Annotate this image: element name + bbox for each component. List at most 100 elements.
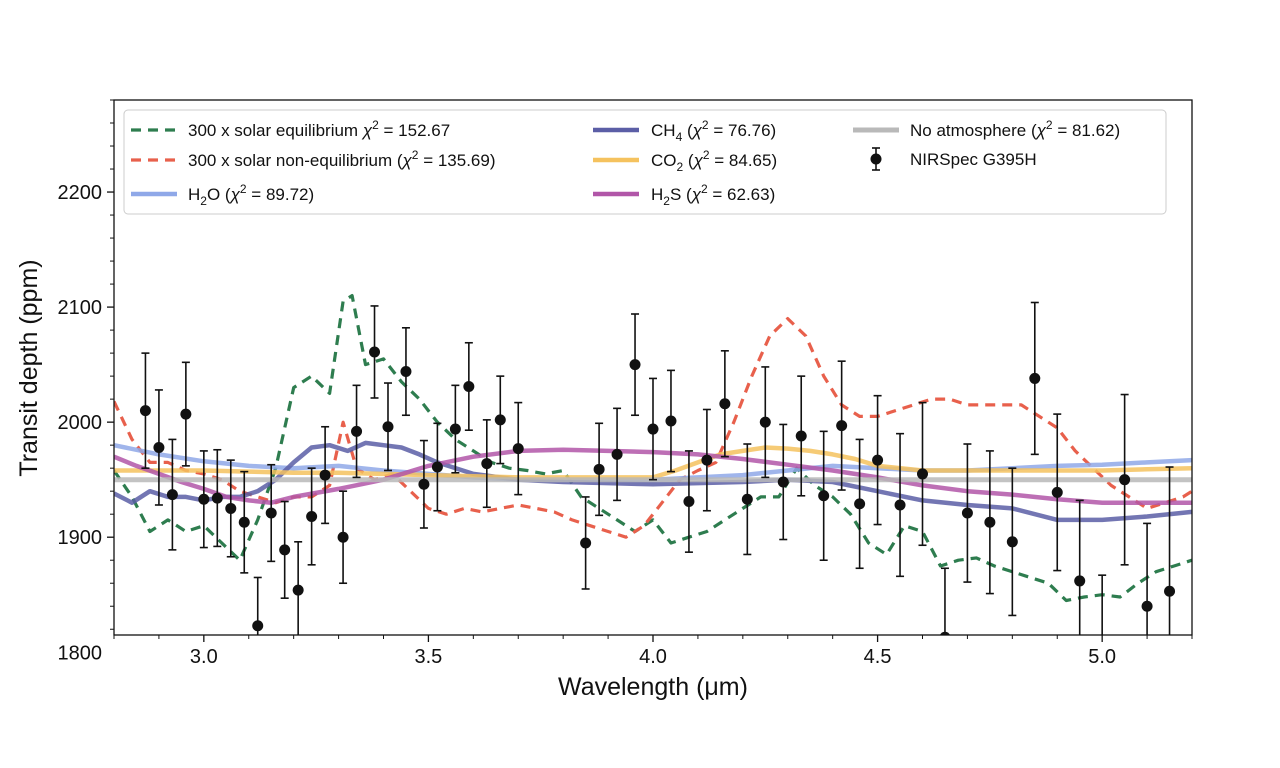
legend-label-no-atmosphere: No atmosphere (χ2 = 81.62) — [910, 118, 1120, 140]
data-marker — [1074, 575, 1086, 587]
x-tick-label: 5.0 — [1088, 646, 1116, 668]
legend-label-co2: CO2 (χ2 = 84.65) — [651, 148, 777, 174]
data-point — [917, 401, 928, 547]
data-point — [139, 352, 151, 469]
data-marker — [180, 408, 192, 420]
data-marker — [984, 516, 996, 528]
data-marker — [265, 507, 277, 519]
axis-ticks: 3.0 3.5 4.0 4.5 5.0 1800 1900 2000 2100 2200 — [58, 99, 1193, 668]
data-point — [463, 341, 475, 432]
data-point — [818, 430, 830, 562]
x-tick-label: 3.0 — [190, 646, 218, 668]
data-marker — [166, 489, 178, 501]
data-marker — [449, 423, 461, 435]
legend-box — [123, 109, 1167, 215]
data-point — [961, 443, 973, 583]
y-tick-label: 1800 — [58, 642, 103, 664]
data-point — [265, 463, 277, 563]
data-point — [777, 423, 789, 541]
data-marker — [629, 359, 641, 371]
data-point — [894, 432, 906, 578]
legend-label-solar-equilibrium: 300 x solar equilibrium χ2 = 152.67 — [188, 118, 450, 140]
data-point — [701, 408, 713, 512]
data-marker — [494, 414, 506, 426]
data-marker — [337, 531, 349, 543]
data-marker — [719, 398, 731, 410]
data-marker — [238, 516, 250, 528]
data-marker — [306, 510, 318, 522]
data-marker — [279, 544, 291, 556]
data-point — [319, 425, 331, 525]
data-marker — [593, 463, 605, 475]
legend-label-nirspec: NIRSpec G395H — [910, 150, 1037, 169]
data-point — [211, 448, 223, 548]
data-marker — [939, 631, 950, 635]
data-point — [512, 401, 524, 496]
data-point — [238, 470, 250, 574]
data-marker — [481, 458, 493, 470]
data-point — [719, 350, 731, 458]
legend-label-solar-non-equilibrium: 300 x solar non-equilibrium (χ2 = 135.69… — [188, 148, 496, 170]
data-point — [647, 377, 659, 481]
data-marker — [872, 454, 884, 466]
data-marker — [463, 380, 475, 392]
data-point — [198, 450, 210, 549]
data-marker — [580, 537, 592, 549]
data-point — [153, 389, 165, 506]
data-point — [494, 375, 506, 465]
data-marker — [836, 420, 848, 432]
data-marker — [369, 346, 381, 358]
data-point — [337, 490, 349, 585]
legend: 300 x solar equilibrium χ2 = 152.67 300 … — [123, 109, 1167, 215]
data-point — [431, 422, 443, 512]
data-point — [481, 419, 493, 509]
data-point — [1051, 413, 1063, 572]
data-marker — [741, 493, 753, 505]
legend-label-h2o: H2O (χ2 = 89.72) — [188, 182, 314, 208]
data-marker — [759, 416, 771, 428]
data-point — [180, 361, 192, 467]
x-tick-label: 3.5 — [415, 646, 443, 668]
data-marker — [418, 478, 430, 490]
data-point — [225, 459, 237, 558]
data-marker — [252, 620, 264, 632]
data-marker — [153, 441, 165, 453]
series-line-0 — [114, 294, 1192, 603]
data-marker — [139, 405, 151, 417]
data-point — [795, 375, 807, 497]
data-point — [292, 541, 304, 635]
data-point — [1074, 499, 1086, 635]
data-marker — [1141, 600, 1153, 612]
legend-label-ch4: CH4 (χ2 = 76.76) — [651, 118, 776, 144]
data-marker — [382, 421, 394, 433]
data-marker — [512, 443, 524, 455]
data-marker — [1164, 585, 1176, 597]
data-marker — [701, 454, 713, 466]
y-tick-label: 1900 — [58, 527, 103, 549]
data-point — [418, 439, 430, 529]
data-marker — [351, 425, 363, 437]
data-point — [306, 467, 318, 566]
y-tick-label: 2100 — [58, 297, 103, 319]
data-point — [741, 443, 753, 556]
data-marker — [961, 507, 973, 519]
data-marker — [400, 366, 412, 378]
data-point — [1164, 466, 1176, 635]
data-marker — [1006, 536, 1018, 548]
data-marker — [795, 430, 807, 442]
data-point — [984, 450, 996, 595]
data-point — [939, 567, 950, 635]
data-marker — [854, 498, 866, 510]
data-point — [611, 407, 623, 502]
data-marker — [683, 496, 695, 508]
data-point — [580, 496, 592, 590]
data-marker — [917, 468, 928, 480]
legend-label-h2s: H2S (χ2 = 62.63) — [651, 182, 775, 208]
data-point — [854, 438, 866, 570]
data-point — [369, 305, 381, 399]
data-marker — [818, 490, 830, 502]
data-point — [351, 384, 363, 479]
data-marker — [292, 584, 304, 596]
data-point — [382, 382, 394, 472]
data-point — [400, 327, 412, 417]
